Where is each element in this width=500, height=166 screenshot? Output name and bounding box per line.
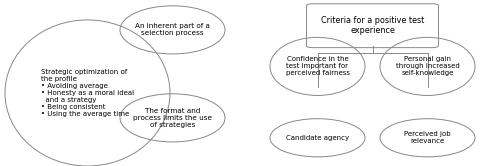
Text: An inherent part of a
selection process: An inherent part of a selection process [135, 23, 210, 36]
Text: Criteria for a positive test
experience: Criteria for a positive test experience [321, 16, 424, 35]
Text: The format and
process limits the use
of strategies: The format and process limits the use of… [133, 108, 212, 128]
Text: Strategic optimization of
the profile
• Avoiding average
• Honesty as a moral id: Strategic optimization of the profile • … [41, 69, 134, 117]
Text: Confidence in the
test important for
perceived fairness: Confidence in the test important for per… [286, 56, 350, 76]
Text: Candidate agency: Candidate agency [286, 135, 349, 141]
Text: Perceived job
relevance: Perceived job relevance [404, 131, 451, 144]
Text: Personal gain
through increased
self-knowledge: Personal gain through increased self-kno… [396, 56, 460, 76]
